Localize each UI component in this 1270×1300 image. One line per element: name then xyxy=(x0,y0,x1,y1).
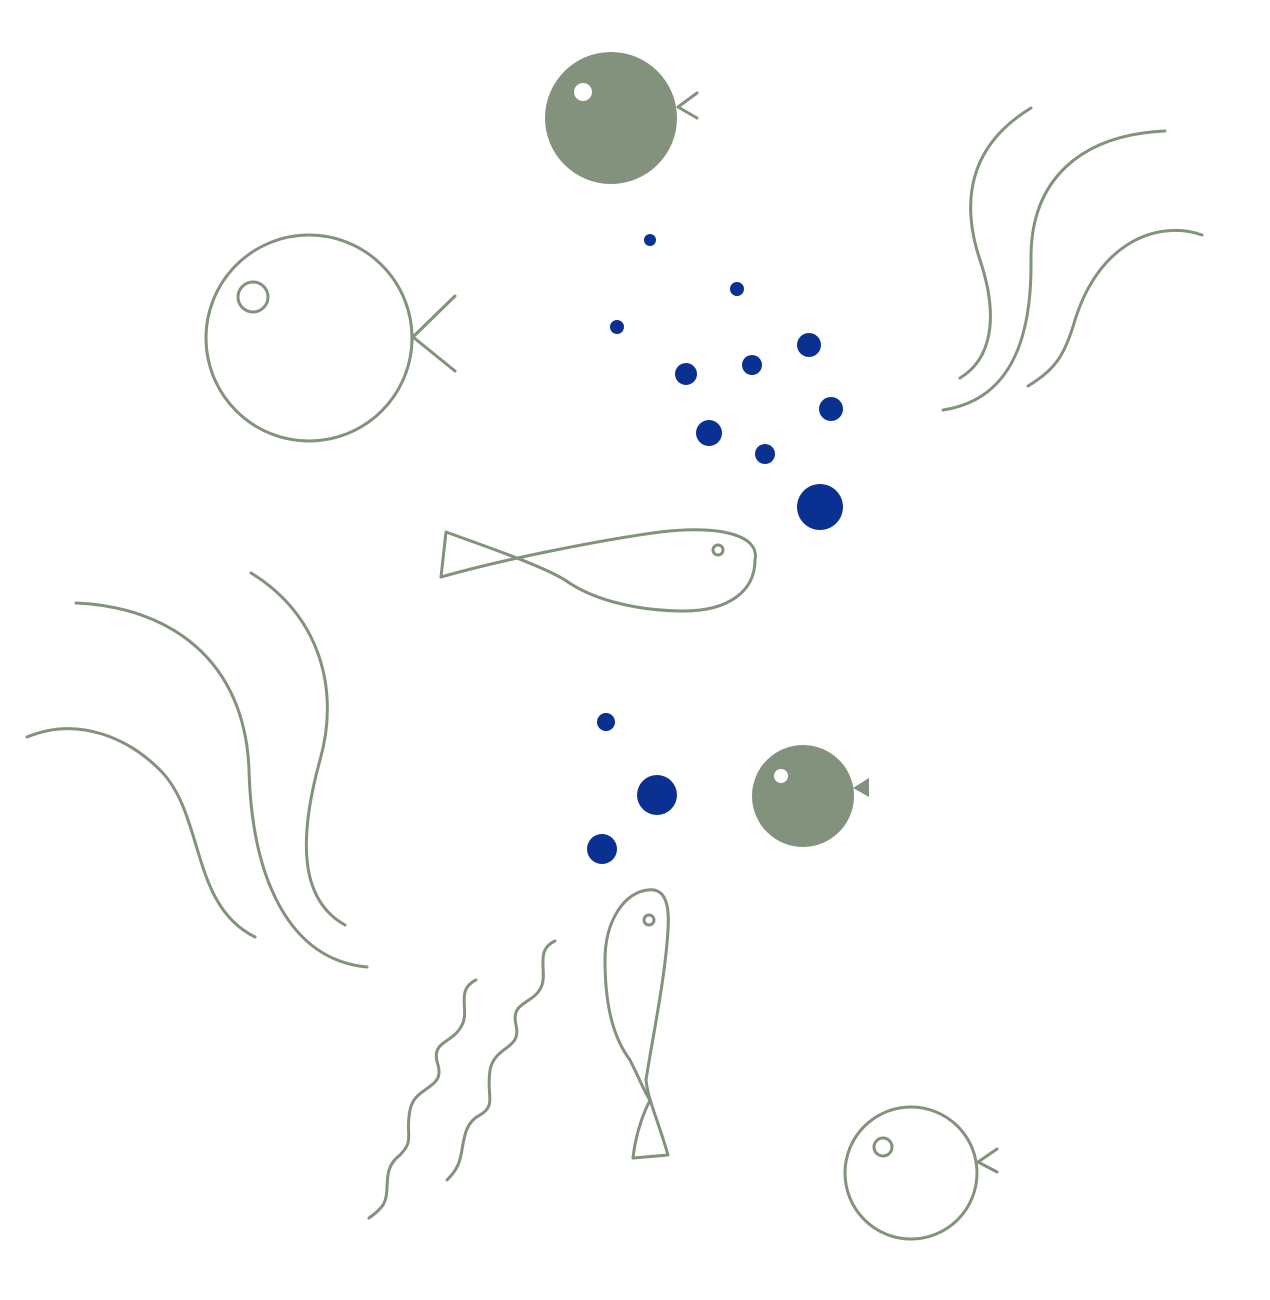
fish-body xyxy=(603,888,670,1160)
bubbles-upper xyxy=(610,234,843,530)
fish-eye xyxy=(236,280,270,314)
seaweed-left xyxy=(25,571,369,969)
bubble xyxy=(587,834,617,864)
fish-eye xyxy=(872,1136,894,1158)
bubble xyxy=(755,444,775,464)
bubble xyxy=(819,397,843,421)
long-fish-horizontal xyxy=(439,528,757,613)
seaweed-strand xyxy=(958,106,1033,380)
fish-body xyxy=(843,1105,979,1241)
fish-eye xyxy=(642,913,656,927)
round-fish-outline-small xyxy=(843,1105,999,1241)
bubble xyxy=(597,713,615,731)
fish-body xyxy=(752,745,854,847)
bubble xyxy=(644,234,656,246)
seaweed-strand xyxy=(445,939,557,1182)
seaweed-strand xyxy=(1026,228,1204,388)
bubbles-lower xyxy=(587,713,677,864)
seaweed-strand xyxy=(74,601,369,969)
fish-tail xyxy=(976,1147,999,1174)
fish-tail xyxy=(853,778,869,797)
fish-eye xyxy=(574,83,592,101)
seaweed-strand xyxy=(249,571,347,927)
seaweed-top-right xyxy=(941,106,1204,412)
round-fish-outline-left xyxy=(204,233,457,443)
round-fish-filled-top xyxy=(545,52,699,184)
long-fish-vertical xyxy=(603,888,670,1160)
fish-tail xyxy=(676,91,699,120)
fish-body xyxy=(545,52,677,184)
fish-tail xyxy=(411,294,457,373)
seaweed-strand xyxy=(25,727,257,939)
bubble xyxy=(797,333,821,357)
bubble xyxy=(797,484,843,530)
fish-eye xyxy=(774,769,788,783)
bubble xyxy=(742,355,762,375)
round-fish-filled-middle xyxy=(752,745,869,847)
seaweed-strand xyxy=(367,978,478,1220)
fish-body xyxy=(439,528,757,613)
bubble xyxy=(637,775,677,815)
bubble xyxy=(610,320,624,334)
bubble xyxy=(696,420,722,446)
fish-eye xyxy=(711,543,725,557)
seaweed-strand xyxy=(941,129,1167,412)
seaweed-bottom-wavy xyxy=(367,939,557,1220)
bubble xyxy=(730,282,744,296)
bubble xyxy=(675,363,697,385)
fish-body xyxy=(204,233,414,443)
